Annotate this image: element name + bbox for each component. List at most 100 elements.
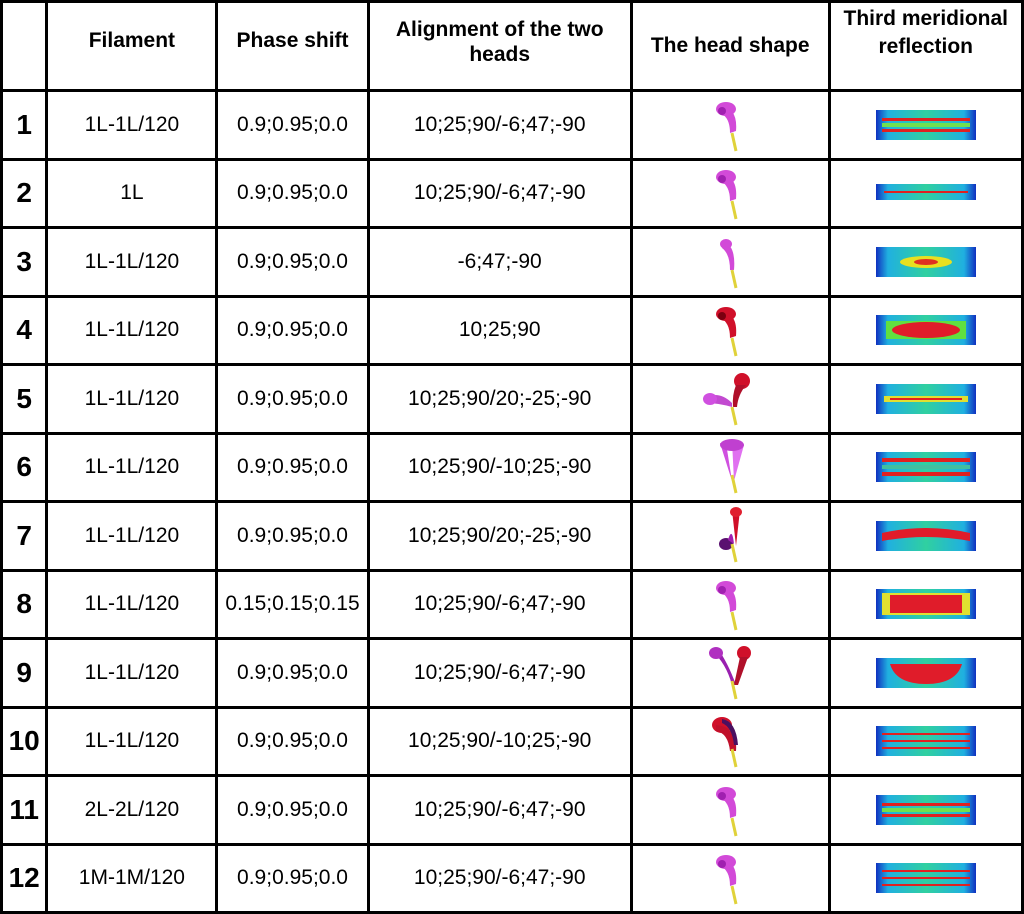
head-shape-cell <box>632 845 828 911</box>
head-shape-icon <box>712 717 739 768</box>
filament-cell: 1L-1L/120 <box>48 571 216 637</box>
header-head-shape: The head shape <box>632 3 828 89</box>
reflection-cell <box>830 845 1021 911</box>
header-alignment: Alignment of the two heads <box>369 3 630 89</box>
alignment-cell: 10;25;90/-6;47;-90 <box>369 571 630 637</box>
phase-shift-cell: 0.15;0.15;0.15 <box>218 571 367 637</box>
head-shape-icon <box>716 170 738 220</box>
header-phase-shift: Phase shift <box>218 3 367 89</box>
row-number: 8 <box>3 571 46 637</box>
row-number: 1 <box>3 92 46 158</box>
reflection-image <box>875 246 976 277</box>
reflection-cell <box>830 229 1021 295</box>
phase-shift-cell: 0.9;0.95;0.0 <box>218 297 367 363</box>
table-row: 7 1L-1L/120 0.9;0.95;0.0 10;25;90/20;-25;-9… <box>3 503 1021 569</box>
alignment-cell: 10;25;90/-10;25;-90 <box>369 708 630 774</box>
table-row: 10 1L-1L/120 0.9;0.95;0.0 10;25;90/-10;25;-… <box>3 708 1021 774</box>
reflection-image <box>875 184 976 201</box>
table-row: 6 1L-1L/120 0.9;0.95;0.0 10;25;90/-10;25;-9… <box>3 434 1021 500</box>
head-shape-icon <box>720 238 738 289</box>
row-number: 6 <box>3 434 46 500</box>
reflection-cell <box>830 640 1021 706</box>
phase-shift-cell: 0.9;0.95;0.0 <box>218 92 367 158</box>
head-shape-icon <box>703 372 751 426</box>
filament-cell: 1L-1L/120 <box>48 297 216 363</box>
table-row: 11 2L-2L/120 0.9;0.95;0.0 10;25;90/-6;47;-9… <box>3 777 1021 843</box>
row-number: 5 <box>3 366 46 432</box>
head-shape-cell <box>632 92 828 158</box>
row-number: 11 <box>3 777 46 843</box>
reflection-image <box>875 794 976 825</box>
head-shape-cell <box>632 503 828 569</box>
head-shape-icon <box>716 581 738 631</box>
reflection-cell <box>830 571 1021 637</box>
phase-shift-cell: 0.9;0.95;0.0 <box>218 777 367 843</box>
phase-shift-cell: 0.9;0.95;0.0 <box>218 845 367 911</box>
table-row: 1 1L-1L/120 0.9;0.95;0.0 10;25;90/-6;47;-90 <box>3 92 1021 158</box>
head-shape-icon <box>716 786 738 837</box>
header-row: Filament Phase shift Alignment of the tw… <box>3 3 1021 89</box>
alignment-cell: 10;25;90/-6;47;-90 <box>369 845 630 911</box>
reflection-cell <box>830 434 1021 500</box>
row-number: 3 <box>3 229 46 295</box>
reflection-cell <box>830 503 1021 569</box>
filament-cell: 1L-1L/120 <box>48 92 216 158</box>
reflection-image <box>875 589 976 620</box>
header-filament: Filament <box>48 3 216 89</box>
alignment-cell: 10;25;90/20;-25;-90 <box>369 366 630 432</box>
head-shape-icon <box>709 645 752 700</box>
row-number: 9 <box>3 640 46 706</box>
table-row: 8 1L-1L/120 0.15;0.15;0.15 10;25;90/-6;47;-… <box>3 571 1021 637</box>
table-row: 5 1L-1L/120 0.9;0.95;0.0 10;25;90/20;-25;-9… <box>3 366 1021 432</box>
reflection-image <box>875 452 976 483</box>
reflection-image <box>875 863 976 894</box>
alignment-cell: 10;25;90/-6;47;-90 <box>369 777 630 843</box>
reflection-image <box>875 726 976 757</box>
head-shape-icon <box>716 307 738 357</box>
alignment-cell: -6;47;-90 <box>369 229 630 295</box>
head-shape-cell <box>632 229 828 295</box>
row-number: 2 <box>3 160 46 226</box>
filament-cell: 1L <box>48 160 216 226</box>
head-shape-cell <box>632 160 828 226</box>
reflection-cell <box>830 708 1021 774</box>
filament-cell: 1L-1L/120 <box>48 434 216 500</box>
filament-cell: 1L-1L/120 <box>48 708 216 774</box>
filament-cell: 1L-1L/120 <box>48 503 216 569</box>
filament-cell: 1L-1L/120 <box>48 640 216 706</box>
table-row: 4 1L-1L/120 0.9;0.95;0.0 10;25;90 <box>3 297 1021 363</box>
header-number <box>3 3 46 89</box>
phase-shift-cell: 0.9;0.95;0.0 <box>218 434 367 500</box>
reflection-image <box>875 109 976 140</box>
head-shape-cell <box>632 777 828 843</box>
head-shape-icon <box>716 855 738 905</box>
reflection-cell <box>830 297 1021 363</box>
reflection-image <box>875 520 976 551</box>
table-row: 3 1L-1L/120 0.9;0.95;0.0 -6;47;-90 <box>3 229 1021 295</box>
phase-shift-cell: 0.9;0.95;0.0 <box>218 160 367 226</box>
reflection-cell <box>830 777 1021 843</box>
table-row: 12 1M-1M/120 0.9;0.95;0.0 10;25;90/-6;47;-9… <box>3 845 1021 911</box>
alignment-cell: 10;25;90/-10;25;-90 <box>369 434 630 500</box>
table-row: 2 1L 0.9;0.95;0.0 10;25;90/-6;47;-90 <box>3 160 1021 226</box>
head-shape-cell <box>632 434 828 500</box>
row-number: 4 <box>3 297 46 363</box>
head-shape-icon <box>719 506 743 563</box>
row-number: 7 <box>3 503 46 569</box>
head-shape-cell <box>632 708 828 774</box>
phase-shift-cell: 0.9;0.95;0.0 <box>218 708 367 774</box>
reflection-image <box>875 657 976 688</box>
reflection-image <box>875 383 976 414</box>
alignment-cell: 10;25;90/-6;47;-90 <box>369 640 630 706</box>
reflection-cell <box>830 160 1021 226</box>
filament-cell: 1M-1M/120 <box>48 845 216 911</box>
alignment-cell: 10;25;90/-6;47;-90 <box>369 92 630 158</box>
reflection-image <box>875 315 976 346</box>
head-shape-icon <box>716 101 738 152</box>
row-number: 10 <box>3 708 46 774</box>
phase-shift-cell: 0.9;0.95;0.0 <box>218 366 367 432</box>
reflection-cell <box>830 92 1021 158</box>
table-row: 9 1L-1L/120 0.9;0.95;0.0 10;25;90/-6;47;-90 <box>3 640 1021 706</box>
filament-cell: 1L-1L/120 <box>48 366 216 432</box>
